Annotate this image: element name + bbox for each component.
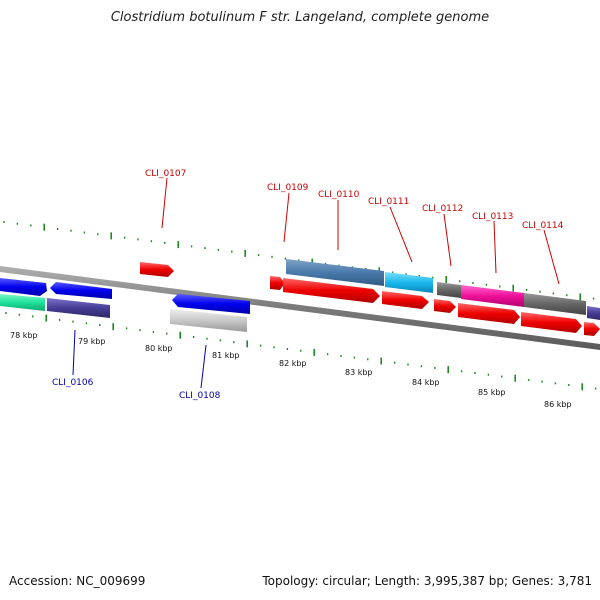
kbp-label: 85 kbp	[478, 388, 506, 397]
gene-cli-next	[587, 306, 600, 320]
leader-cli-0111	[389, 206, 413, 263]
kbp-label: 83 kbp	[345, 368, 373, 377]
label-cli-0114: CLI_0114	[522, 221, 564, 231]
gene-cli-0107	[140, 262, 174, 277]
lower-tick-row	[5, 312, 597, 391]
gene-labels: CLI_0107 CLI_0109 CLI_0110 CLI_0111 CLI_…	[52, 169, 564, 401]
gene-cli-0110	[385, 272, 433, 293]
genome-summary-text: Topology: circular; Length: 3,995,387 bp…	[262, 574, 592, 588]
gene-cli-0108	[170, 309, 247, 332]
gene-red-c	[382, 291, 429, 309]
label-cli-0106: CLI_0106	[52, 378, 94, 388]
leader-cli-0112	[443, 213, 452, 267]
forward-strand-genes	[140, 259, 600, 320]
gene-cli-0112	[437, 282, 461, 298]
gene-left-blue	[0, 278, 47, 296]
gene-cli-0114	[524, 293, 586, 315]
leader-cli-0109	[283, 192, 290, 243]
gene-cli-0113	[461, 285, 524, 307]
gene-left-blue-2	[50, 282, 112, 299]
leader-cli-0107	[161, 177, 168, 229]
leader-cli-0106	[72, 329, 76, 376]
gene-cli-0106	[47, 298, 110, 318]
gene-cli-0109	[286, 259, 384, 286]
leader-lines	[72, 177, 560, 389]
kbp-label: 79 kbp	[78, 337, 106, 346]
label-cli-0108: CLI_0108	[179, 391, 221, 401]
accession-text: Accession: NC_009699	[9, 574, 146, 588]
label-cli-0110: CLI_0110	[318, 190, 360, 200]
leader-cli-0108	[200, 344, 207, 389]
leader-cli-0114	[543, 229, 560, 285]
gene-red-b	[283, 278, 380, 303]
label-cli-0111: CLI_0111	[368, 197, 409, 207]
gene-red-d	[434, 299, 456, 313]
kbp-label: 84 kbp	[412, 378, 440, 387]
map-title: Clostridium botulinum F str. Langeland, …	[110, 10, 490, 25]
reverse-strand-genes	[0, 276, 600, 336]
leader-cli-0113	[493, 220, 497, 274]
label-cli-0109: CLI_0109	[267, 183, 309, 193]
gene-cli-0108-blue	[172, 294, 250, 314]
label-cli-0107: CLI_0107	[145, 169, 186, 179]
kbp-label: 78 kbp	[10, 331, 38, 340]
genome-backbone	[0, 266, 600, 350]
kbp-label: 82 kbp	[279, 359, 307, 368]
kbp-label: 80 kbp	[145, 344, 173, 353]
label-cli-0112: CLI_0112	[422, 204, 463, 214]
gene-red-f	[521, 312, 582, 333]
kbp-label: 86 kbp	[544, 400, 572, 409]
gene-red-a	[270, 276, 285, 290]
label-cli-0113: CLI_0113	[472, 212, 513, 222]
gene-left-teal	[0, 294, 45, 311]
kbp-label: 81 kbp	[212, 351, 240, 360]
gene-red-e	[458, 303, 520, 324]
kbp-labels: 78 kbp 79 kbp 80 kbp 81 kbp 82 kbp 83 kb…	[10, 331, 572, 409]
gene-red-g	[584, 322, 600, 336]
